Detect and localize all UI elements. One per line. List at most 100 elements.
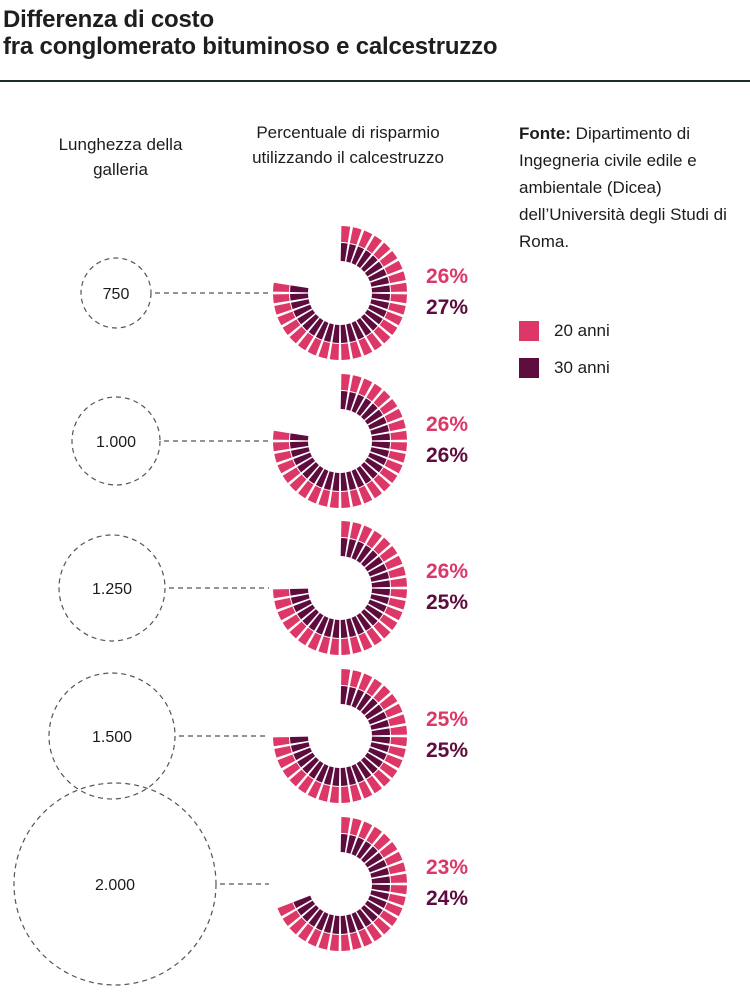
segment-20-anni (349, 375, 362, 393)
source-note: Fonte: Dipartimento di Ingegneria civile… (519, 120, 749, 255)
segment-30-anni (346, 914, 357, 934)
segment-20-anni (366, 332, 382, 351)
segment-20-anni (349, 227, 362, 245)
segment-30-anni (293, 304, 312, 318)
segment-30-anni (293, 895, 312, 909)
segment-30-anni (290, 594, 310, 605)
segment-30-anni (361, 462, 378, 479)
segment-30-anni (340, 472, 348, 491)
segment-20-anni (373, 621, 391, 639)
segment-20-anni (341, 226, 351, 243)
segment-20-anni (349, 784, 362, 802)
segment-20-anni (388, 271, 406, 284)
segment-20-anni (289, 474, 307, 492)
segment-30-anni (351, 246, 365, 265)
segment-30-anni (364, 752, 383, 768)
savings-column-header: Percentuale di risparmio utilizzando il … (252, 123, 444, 167)
segment-20-anni (379, 467, 398, 483)
segment-30-anni (297, 457, 316, 473)
segment-20-anni (358, 525, 373, 544)
segment-20-anni (358, 632, 373, 651)
segment-30-anni (364, 556, 383, 572)
segment-20-anni (390, 294, 407, 304)
legend-item-30-anni: 30 anni (519, 356, 610, 380)
segment-20-anni (341, 343, 351, 360)
segment-30-anni (364, 704, 383, 720)
segment-30-anni (346, 766, 357, 786)
segment-30-anni (368, 747, 387, 761)
segment-20-anni (388, 450, 406, 463)
segment-30-anni (308, 465, 324, 484)
segment-20-anni (373, 833, 391, 851)
segment-30-anni (332, 619, 340, 638)
segment-20-anni (390, 430, 407, 440)
segment-20-anni (358, 230, 373, 249)
legend-item-20-anni: 20 anni (519, 319, 610, 343)
segment-30-anni (351, 837, 365, 856)
segment-20-anni (388, 566, 406, 579)
segment-20-anni (366, 530, 382, 549)
segment-30-anni (361, 314, 378, 331)
segment-30-anni (340, 391, 348, 410)
segment-30-anni (332, 915, 340, 934)
segment-20-anni (379, 842, 398, 858)
segment-20-anni (379, 399, 398, 415)
percent-label-20-anni: 23% (426, 856, 469, 879)
segment-20-anni (274, 597, 292, 610)
segment-20-anni (358, 485, 373, 504)
segment-20-anni (289, 326, 307, 344)
tunnel-length-label: 1.000 (96, 434, 136, 451)
segment-20-anni (384, 555, 403, 570)
segment-30-anni (323, 323, 334, 343)
segment-30-anni (364, 900, 383, 916)
segment-30-anni (346, 243, 357, 263)
segment-20-anni (329, 934, 339, 951)
percent-label-30-anni: 27% (426, 296, 469, 319)
segment-20-anni (358, 673, 373, 692)
segment-30-anni (364, 457, 383, 473)
segment-30-anni (302, 314, 319, 331)
segment-20-anni (298, 627, 314, 646)
segment-30-anni (361, 403, 378, 420)
segment-30-anni (351, 321, 365, 340)
segment-20-anni (289, 769, 307, 787)
percent-label-20-anni: 25% (426, 708, 469, 731)
source-label: Fonte: (519, 124, 571, 143)
tunnel-length-label: 750 (103, 286, 130, 303)
segment-20-anni (366, 678, 382, 697)
segment-20-anni (384, 703, 403, 718)
percent-label-30-anni: 24% (426, 887, 469, 910)
segment-20-anni (341, 521, 351, 538)
segment-20-anni (349, 818, 362, 836)
segment-20-anni (390, 282, 407, 292)
segment-30-anni (323, 471, 334, 491)
tunnel-length-circle (13, 782, 217, 986)
chart-row: 750 (80, 226, 407, 360)
segment-20-anni (282, 319, 301, 335)
chart-title-line2: fra conglomerato bituminoso e calcestruz… (3, 33, 498, 60)
segment-30-anni (356, 317, 372, 336)
segment-30-anni (351, 469, 365, 488)
segment-30-anni (346, 323, 357, 343)
segment-30-anni (315, 912, 329, 931)
segment-30-anni (351, 394, 365, 413)
tunnel-length-label: 2.000 (95, 877, 135, 894)
segment-30-anni (290, 293, 309, 301)
segment-20-anni (318, 341, 331, 359)
segment-30-anni (356, 398, 372, 417)
segment-20-anni (282, 762, 301, 778)
segment-20-anni (282, 467, 301, 483)
segment-30-anni (340, 538, 348, 557)
segment-20-anni (298, 480, 314, 499)
segment-30-anni (340, 686, 348, 705)
tunnel-length-label: 1.500 (92, 729, 132, 746)
segment-20-anni (341, 638, 351, 655)
segment-20-anni (384, 459, 403, 474)
segment-20-anni (388, 862, 406, 875)
segment-30-anni (361, 905, 378, 922)
segment-20-anni (318, 489, 331, 507)
title-divider (0, 80, 750, 82)
segment-20-anni (373, 326, 391, 344)
segment-30-anni (340, 619, 348, 638)
